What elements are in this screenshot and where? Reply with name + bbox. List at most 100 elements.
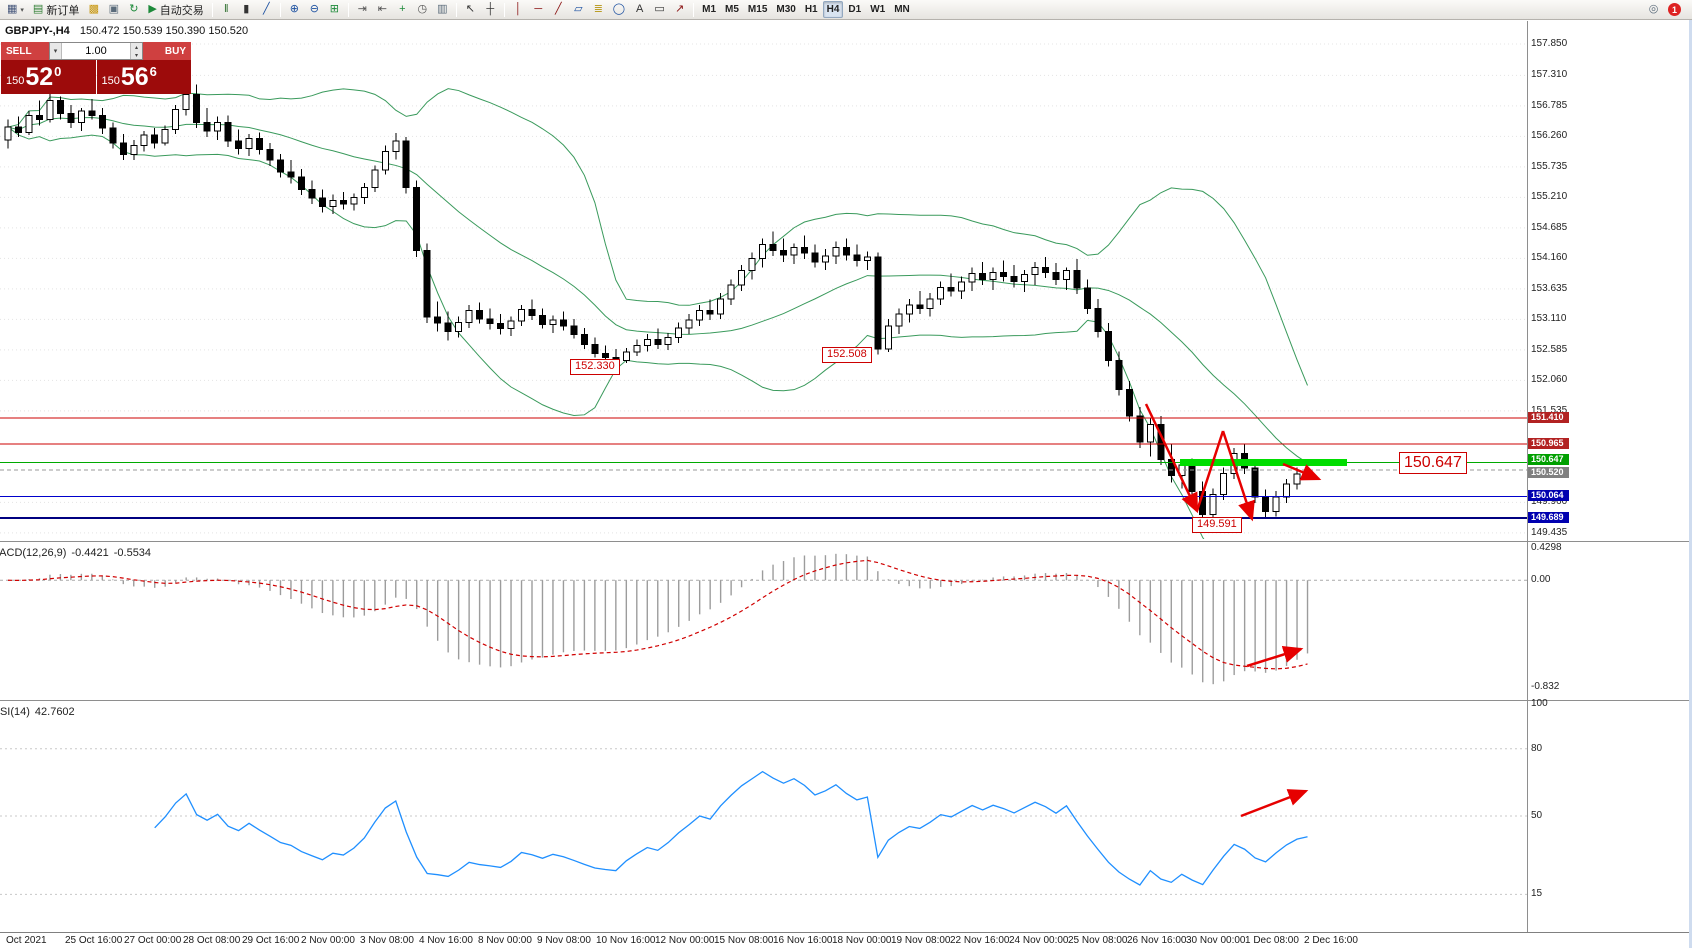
price-annotation-label[interactable]: 152.330 xyxy=(570,359,620,375)
macd-axis-bottom: -0.832 xyxy=(1531,681,1560,692)
price-axis-label: 157.310 xyxy=(1531,69,1568,81)
search-icon[interactable]: ◎ xyxy=(1648,3,1659,15)
zoom-in-icon[interactable]: ⊕ xyxy=(285,1,304,18)
time-axis-label: 28 Oct 08:00 xyxy=(183,935,241,946)
tile-windows-icon[interactable]: ⊞ xyxy=(325,1,344,18)
tf-m1-button[interactable]: M1 xyxy=(698,1,720,18)
time-axis-label: 3 Nov 08:00 xyxy=(360,935,414,946)
tf-m30-label: M30 xyxy=(776,4,796,15)
new-chart-icon[interactable]: ▦ ▾ xyxy=(3,1,28,18)
time-axis-label: 4 Nov 16:00 xyxy=(419,935,473,946)
trend-arrow[interactable] xyxy=(1221,430,1255,522)
tf-d1-button[interactable]: D1 xyxy=(844,1,865,18)
arrows-icon[interactable]: ↗ xyxy=(670,1,689,18)
tf-h4-label: H4 xyxy=(826,4,840,15)
resistance-segment[interactable] xyxy=(1180,458,1347,466)
tf-h4-button[interactable]: H4 xyxy=(822,1,844,18)
crosshair-icon[interactable]: ┼ xyxy=(481,1,500,18)
tf-m5-button[interactable]: M5 xyxy=(721,1,743,18)
tile-windows-icon: ⊞ xyxy=(329,3,339,15)
price-axis-label: 155.210 xyxy=(1531,191,1568,203)
price-annotation-label[interactable]: 150.647 xyxy=(1399,452,1467,474)
price-axis-label: 149.435 xyxy=(1531,526,1568,538)
macd-plot[interactable] xyxy=(0,553,1527,685)
tf-w1-button[interactable]: W1 xyxy=(866,1,889,18)
trend-arrow[interactable] xyxy=(1240,789,1309,818)
price-axis-label: 156.785 xyxy=(1531,99,1568,111)
volume-control[interactable]: ▾ ▴▾ xyxy=(49,42,143,60)
tf-d1-label: D1 xyxy=(848,4,862,15)
volume-dropdown-caret-icon[interactable]: ▾ xyxy=(50,43,62,59)
periods-icon[interactable]: ◷ xyxy=(413,1,432,18)
text-icon[interactable]: A xyxy=(630,1,649,18)
chart-shift-icon[interactable]: ⇤ xyxy=(373,1,392,18)
label-icon[interactable]: ▭ xyxy=(650,1,669,18)
price-axis-label: 156.260 xyxy=(1531,130,1568,142)
rsi-plot[interactable] xyxy=(0,748,1527,895)
templates-icon[interactable]: ▥ xyxy=(433,1,452,18)
bid-fraction: 0 xyxy=(54,63,62,79)
new-order-button[interactable]: ▤ 新订单 xyxy=(29,1,83,18)
print-icon[interactable]: ▣ xyxy=(104,1,123,18)
toolbar-separator xyxy=(503,2,505,17)
spin-down-icon[interactable]: ▾ xyxy=(131,51,142,59)
line-chart-icon: ╱ xyxy=(262,3,270,15)
price-annotation-label[interactable]: 152.508 xyxy=(822,347,872,363)
line-chart-icon[interactable]: ╱ xyxy=(257,1,276,18)
periods-icon: ◷ xyxy=(417,3,428,15)
indicators-icon[interactable]: + xyxy=(393,1,412,18)
price-annotation-label[interactable]: 149.591 xyxy=(1192,517,1242,533)
ask-price: 150 56 6 xyxy=(96,60,191,94)
bar-chart-icon[interactable]: ‖ xyxy=(217,1,236,18)
price-axis-label: 157.850 xyxy=(1531,38,1568,49)
toolbar-right: ◎ 1 xyxy=(1644,1,1689,18)
spin-up-icon[interactable]: ▴ xyxy=(131,43,142,51)
trend-arrow[interactable] xyxy=(1144,403,1199,514)
toolbar-separator xyxy=(279,2,281,17)
price-axis-label: 155.735 xyxy=(1531,160,1568,172)
buy-button[interactable]: BUY 150 56 6 xyxy=(96,42,191,94)
refresh-icon[interactable]: ↻ xyxy=(124,1,143,18)
horizontal-line-icon[interactable]: ─ xyxy=(529,1,548,18)
tf-m5-label: M5 xyxy=(725,4,739,15)
rsi-axis-label: 15 xyxy=(1531,888,1543,900)
ohlc-values: 150.472 150.539 150.390 150.520 xyxy=(79,25,249,37)
tf-h1-button[interactable]: H1 xyxy=(801,1,822,18)
ellipse-icon: ◯ xyxy=(612,3,626,15)
tf-m30-button[interactable]: M30 xyxy=(772,1,799,18)
tf-w1-label: W1 xyxy=(870,4,886,15)
cursor-icon[interactable]: ↖ xyxy=(461,1,480,18)
time-axis-label: 2 Nov 00:00 xyxy=(301,935,355,946)
trend-arrow[interactable] xyxy=(1195,430,1225,512)
rsi-axis-label: 50 xyxy=(1531,810,1543,821)
volume-input[interactable] xyxy=(62,43,130,59)
new-order-label: 新订单 xyxy=(46,4,80,17)
main-chart-plot[interactable] xyxy=(0,43,1527,576)
trend-arrow[interactable] xyxy=(1246,645,1304,668)
trend-arrow[interactable] xyxy=(1282,462,1322,481)
macd-name: MACD(12,26,9) xyxy=(0,547,67,559)
channel-icon[interactable]: ▱ xyxy=(569,1,588,18)
autotrading-button[interactable]: ▶ 自动交易 xyxy=(144,1,207,18)
fibonacci-icon[interactable]: ≣ xyxy=(589,1,608,18)
auto-scroll-icon[interactable]: ⇥ xyxy=(353,1,372,18)
zoom-out-icon[interactable]: ⊖ xyxy=(305,1,324,18)
toolbar-separator xyxy=(211,2,213,17)
volume-spinner[interactable]: ▴ ▾ xyxy=(130,43,142,59)
time-axis[interactable]: Oct 2021 25 Oct 16:00 27 Oct 00:00 28 Oct 0… xyxy=(0,932,1692,948)
profiles-icon[interactable]: ▩ xyxy=(84,1,103,18)
time-axis-label: 8 Nov 00:00 xyxy=(478,935,532,946)
toolbar-separator xyxy=(455,2,457,17)
notification-badge[interactable]: 1 xyxy=(1668,3,1681,16)
trendline-icon[interactable]: ╱ xyxy=(549,1,568,18)
time-axis-label: 26 Nov 16:00 xyxy=(1127,935,1187,946)
ellipse-icon[interactable]: ◯ xyxy=(609,1,629,18)
vertical-line-icon[interactable]: │ xyxy=(509,1,528,18)
tf-m1-label: M1 xyxy=(702,4,717,15)
candlestick-chart-icon[interactable]: ▮ xyxy=(237,1,256,18)
label-icon: ▭ xyxy=(654,3,665,15)
chart-shift-icon: ⇤ xyxy=(377,3,387,15)
tf-mn-button[interactable]: MN xyxy=(890,1,914,18)
tf-m15-button[interactable]: M15 xyxy=(744,1,771,18)
